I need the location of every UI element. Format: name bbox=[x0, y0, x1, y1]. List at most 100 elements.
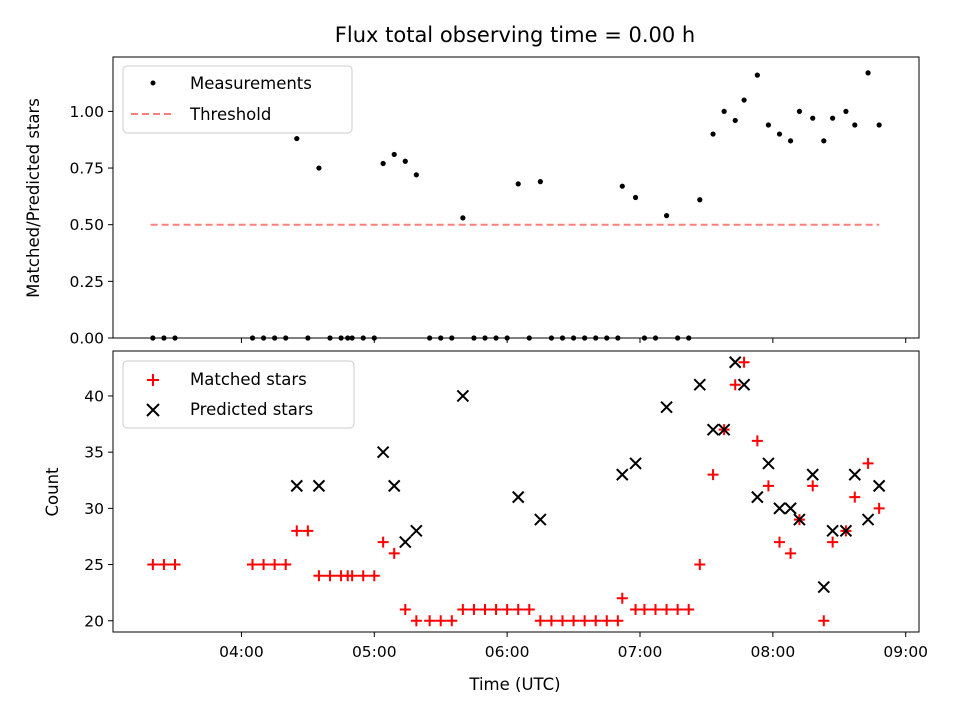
bottom-ticks: 04:00 05:00 06:00 07:00 08:00 09:00 20 25 30 35 40 bbox=[84, 387, 928, 661]
x-tick-label: 09:00 bbox=[883, 643, 928, 661]
measurement-point bbox=[316, 165, 322, 171]
y-axis-label-top: Matched/Predicted stars bbox=[24, 98, 43, 298]
plot-frame-bottom bbox=[112, 350, 920, 633]
bottom-marks bbox=[147, 356, 886, 627]
matched-stars-point bbox=[324, 570, 336, 582]
predicted-stars-point bbox=[399, 535, 412, 549]
matched-stars-point bbox=[579, 615, 591, 627]
matched-stars-point bbox=[545, 615, 557, 627]
y-tick-label: 25 bbox=[84, 556, 104, 574]
measurement-point bbox=[810, 115, 816, 121]
matched-stars-point bbox=[247, 559, 258, 571]
predicted-stars-point bbox=[376, 445, 390, 459]
matched-stars-point bbox=[751, 435, 763, 447]
measurement-point bbox=[537, 179, 543, 185]
predicted-stars-point bbox=[512, 490, 525, 504]
matched-stars-point bbox=[612, 615, 624, 627]
predicted-stars-point bbox=[660, 400, 673, 414]
matched-stars-point bbox=[147, 559, 159, 571]
matched-stars-point bbox=[738, 356, 750, 368]
y-tick-label: 35 bbox=[84, 444, 104, 462]
measurement-point bbox=[721, 108, 727, 114]
measurement-point bbox=[460, 215, 466, 221]
predicted-stars-point bbox=[817, 580, 830, 594]
legend-marker-predicted bbox=[146, 403, 160, 417]
y-tick-label: 30 bbox=[84, 500, 104, 518]
matched-stars-point bbox=[601, 615, 613, 627]
matched-stars-point bbox=[873, 502, 885, 514]
chart-bottom: Count Time (UTC) 04:00 05:00 06:00 07:00 08:… bbox=[43, 350, 928, 694]
matched-stars-point bbox=[388, 547, 400, 559]
predicted-stars-point bbox=[312, 479, 326, 493]
measurement-point bbox=[710, 131, 716, 137]
x-tick-label: 04:00 bbox=[219, 643, 264, 661]
matched-stars-point bbox=[346, 570, 358, 582]
legend-top: Measurements Threshold bbox=[122, 65, 353, 134]
predicted-stars-point bbox=[388, 479, 401, 493]
y-tick-label: 0.75 bbox=[69, 160, 104, 178]
matched-stars-point bbox=[424, 615, 436, 627]
matched-stars-point bbox=[357, 570, 369, 582]
matched-stars-point bbox=[672, 604, 684, 616]
matched-stars-point bbox=[457, 604, 469, 616]
legend-box-top bbox=[122, 65, 353, 134]
predicted-stars-point bbox=[751, 490, 764, 504]
measurement-point bbox=[663, 213, 670, 219]
predicted-stars-point bbox=[456, 389, 470, 403]
y-tick-label: 0.00 bbox=[69, 330, 104, 348]
matched-stars-point bbox=[269, 559, 281, 571]
legend-box-bottom bbox=[122, 360, 355, 429]
predicted-stars-point bbox=[706, 423, 720, 436]
matched-stars-point bbox=[568, 615, 580, 627]
y-axis-label-bottom: Count bbox=[43, 467, 62, 517]
matched-stars-point bbox=[313, 570, 325, 582]
measurement-point bbox=[821, 138, 827, 144]
predicted-stars-point bbox=[773, 502, 786, 515]
chart-title: Flux total observing time = 0.00 h bbox=[335, 23, 695, 47]
matched-stars-point bbox=[694, 559, 706, 571]
matched-stars-point bbox=[683, 604, 695, 616]
matched-stars-point bbox=[785, 547, 797, 559]
legend-label-measurements: Measurements bbox=[190, 74, 312, 93]
measurement-point bbox=[697, 197, 703, 203]
y-tick-label: 0.50 bbox=[69, 216, 104, 234]
matched-stars-point bbox=[590, 615, 602, 627]
predicted-stars-point bbox=[826, 524, 839, 538]
matched-stars-point bbox=[158, 559, 170, 571]
measurement-point bbox=[796, 108, 803, 114]
matched-stars-point bbox=[862, 457, 874, 469]
predicted-stars-point bbox=[737, 378, 751, 391]
measurement-point bbox=[830, 115, 836, 121]
predicted-stars-point bbox=[729, 356, 742, 369]
y-tick-label: 0.25 bbox=[69, 273, 104, 291]
matched-stars-point bbox=[729, 379, 741, 391]
x-tick-label: 06:00 bbox=[485, 643, 530, 661]
chart-top: Flux total observing time = 0.00 h Match… bbox=[24, 23, 920, 348]
measurement-point bbox=[632, 194, 639, 201]
predicted-stars-point bbox=[872, 479, 886, 493]
matched-stars-point bbox=[818, 615, 830, 627]
predicted-stars-point bbox=[693, 378, 706, 391]
legend-marker-measurements bbox=[150, 80, 156, 86]
matched-stars-point bbox=[557, 615, 568, 627]
x-tick-label: 07:00 bbox=[618, 643, 663, 661]
measurement-point bbox=[787, 138, 794, 144]
measurement-point bbox=[765, 122, 772, 128]
matched-stars-point bbox=[410, 615, 422, 627]
matched-stars-point bbox=[169, 559, 181, 571]
x-tick-label: 08:00 bbox=[751, 643, 796, 661]
matched-stars-point bbox=[490, 604, 502, 616]
matched-stars-point bbox=[534, 615, 546, 627]
predicted-stars-point bbox=[784, 502, 797, 515]
predicted-stars-point bbox=[534, 513, 547, 526]
measurement-point bbox=[413, 172, 419, 178]
matched-stars-point bbox=[512, 604, 524, 616]
legend-label-threshold: Threshold bbox=[189, 105, 271, 124]
matched-stars-point bbox=[280, 559, 292, 571]
matched-stars-point bbox=[368, 570, 380, 582]
measurement-point bbox=[852, 122, 858, 128]
matched-stars-point bbox=[849, 491, 861, 503]
measurement-point bbox=[776, 131, 783, 137]
matched-stars-point bbox=[468, 604, 480, 616]
matched-stars-point bbox=[661, 604, 673, 616]
